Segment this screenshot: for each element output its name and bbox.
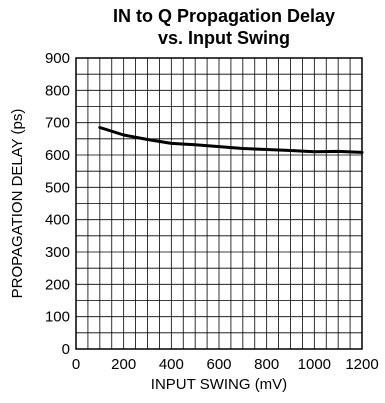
x-tick-label: 800 [254,356,279,373]
chart-title-line1: IN to Q Propagation Delay [113,6,335,26]
series-line [98,126,364,154]
x-tick-label: 400 [159,356,184,373]
y-tick-label: 700 [45,115,70,132]
y-tick-label: 800 [45,82,70,99]
x-tick-label: 1000 [298,356,331,373]
x-tick-label: 0 [72,356,80,373]
series-layer [98,126,364,154]
y-tick-label: 0 [62,341,70,358]
y-tick-label: 300 [45,244,70,261]
y-tick-labels: 0 100 200 300 400 500 600 700 800 900 [45,50,70,358]
y-tick-label: 100 [45,309,70,326]
grid [75,57,363,350]
x-tick-label: 600 [206,356,231,373]
chart-title-line2: vs. Input Swing [158,28,290,48]
y-axis-label: PROPAGATION DELAY (ps) [9,109,26,299]
x-tick-label: 200 [111,356,136,373]
y-tick-label: 600 [45,147,70,164]
y-tick-label: 500 [45,179,70,196]
y-tick-label: 400 [45,212,70,229]
x-tick-labels: 0 200 400 600 800 1000 1200 [72,356,379,373]
plot-area-frame [75,57,363,350]
x-axis-label: INPUT SWING (mV) [151,376,287,393]
y-tick-label: 200 [45,276,70,293]
x-tick-label: 1200 [345,356,378,373]
y-tick-label: 900 [45,50,70,67]
